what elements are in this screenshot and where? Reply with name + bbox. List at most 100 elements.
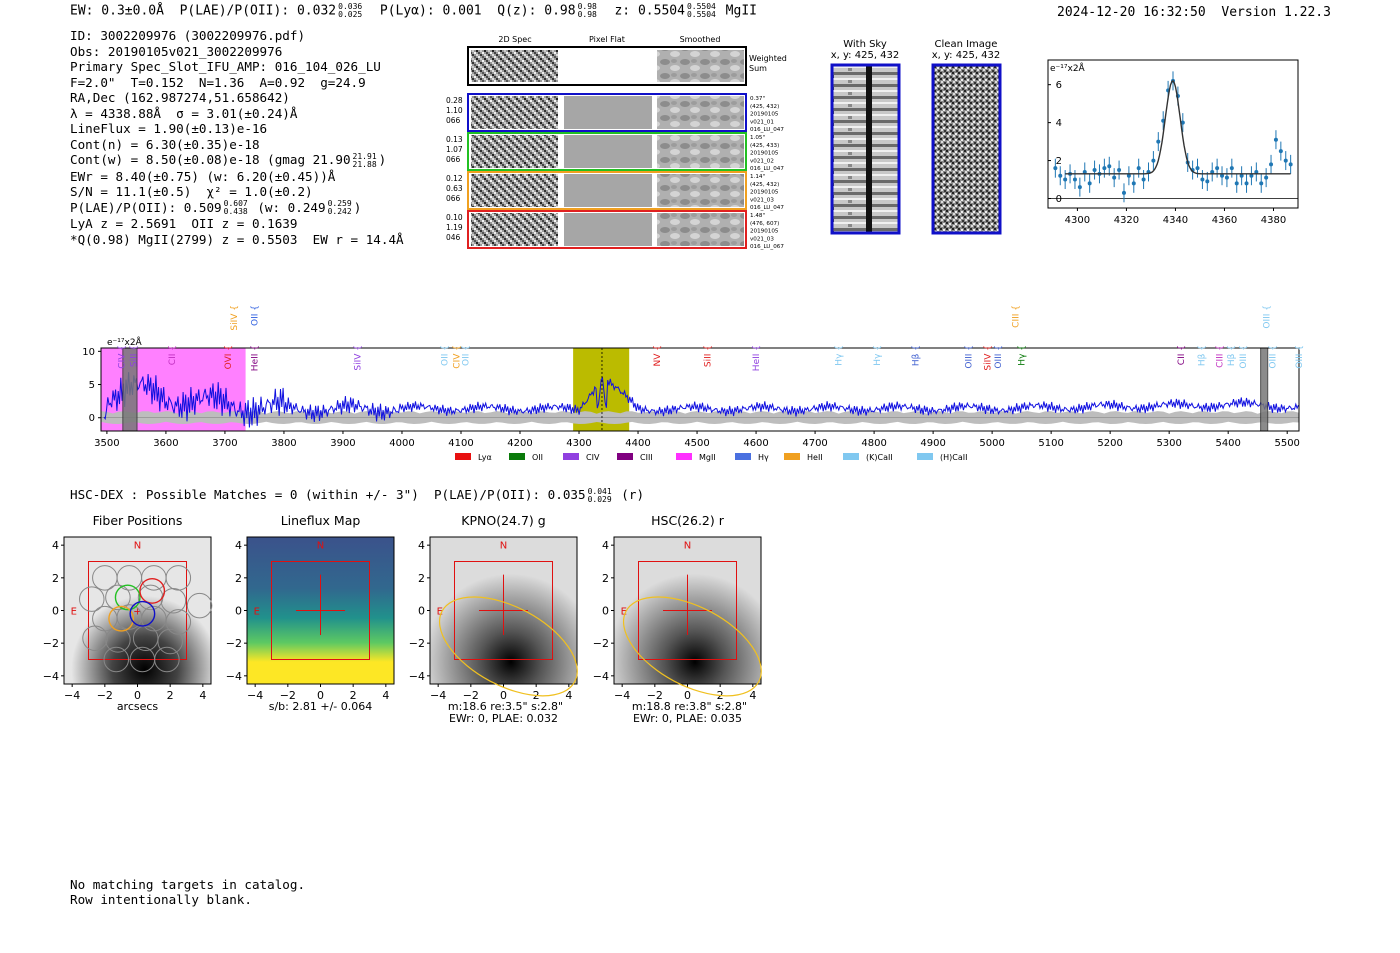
data-point bbox=[1058, 173, 1063, 178]
x-tick-label: 0 bbox=[684, 689, 691, 702]
info-plae-lo: 0.438 bbox=[223, 207, 248, 216]
hsc-line: HSC-DEX : Possible Matches = 0 (within +… bbox=[70, 487, 586, 502]
x-tick-label: 4340 bbox=[1163, 215, 1188, 226]
cutout-right-value: 016_LU_047 bbox=[750, 205, 784, 211]
legend-label: (H)CaII bbox=[940, 453, 967, 462]
x-tick-label: 4700 bbox=[802, 438, 827, 449]
info-plae: P(LAE)/P(OII): 0.509 bbox=[70, 199, 222, 215]
cutout-left-value: 0.28 bbox=[446, 96, 463, 105]
cutout-left-value: 046 bbox=[446, 233, 461, 242]
cutout-smooth bbox=[657, 96, 744, 129]
legend-label: Hγ bbox=[758, 453, 769, 462]
header-plae: P(LAE)/P(OII): 0.032 bbox=[179, 3, 337, 19]
x-tick-label: 3500 bbox=[94, 438, 119, 449]
fiber-circle bbox=[103, 646, 130, 673]
line-label: CIV { bbox=[452, 345, 462, 369]
data-point bbox=[1131, 181, 1136, 186]
panel-caption: arcsecs bbox=[117, 700, 159, 713]
line-label-top: OIII { bbox=[1263, 305, 1273, 329]
x-tick-label: 5100 bbox=[1038, 438, 1063, 449]
data-point bbox=[1200, 177, 1205, 182]
x-tick-label: −4 bbox=[614, 689, 630, 702]
line-label: Hβ { bbox=[1198, 345, 1208, 366]
y-tick-label: 0 bbox=[418, 605, 425, 618]
x-tick-label: 3900 bbox=[330, 438, 355, 449]
panel-caption: m:18.8 re:3.8" s:2.8" bbox=[632, 700, 747, 713]
cutout-right-value: 016_LU_047 bbox=[750, 127, 784, 133]
cutout-2d bbox=[471, 135, 558, 168]
data-point bbox=[1288, 162, 1293, 167]
info-obs: Obs: 20190105v021_3002209976 bbox=[70, 43, 283, 59]
panel-2: Lineflux Map −4 −4 −2 −2 0 0 2 2 4 4 s/b: 2.81 +/- … bbox=[226, 513, 395, 713]
header-plae-hi: 0.036 bbox=[338, 2, 363, 11]
y-tick-label: −2 bbox=[409, 637, 425, 650]
data-point bbox=[1107, 164, 1112, 169]
data-point bbox=[1141, 177, 1146, 182]
data-point bbox=[1239, 173, 1244, 178]
data-point bbox=[1283, 158, 1288, 163]
info-contw-lo: 21.88 bbox=[352, 159, 377, 169]
x-tick-label: 3600 bbox=[153, 438, 178, 449]
info-contw-hi: 21.91 bbox=[352, 151, 377, 161]
fiber-circle bbox=[165, 565, 192, 591]
line-label: OII { bbox=[440, 345, 450, 366]
cutout-right-value: 20190105 bbox=[750, 151, 779, 157]
fiber-circle bbox=[154, 646, 180, 673]
center-mark: + bbox=[133, 607, 141, 618]
data-point bbox=[1264, 175, 1269, 180]
x-tick-label: −2 bbox=[647, 689, 663, 702]
col-2d-label: 2D Spec bbox=[498, 35, 531, 44]
galaxy-ellipse bbox=[438, 596, 578, 697]
info-lya: LyA z = 2.5691 OII z = 0.1639 bbox=[70, 216, 298, 231]
cutout-left-value: 066 bbox=[446, 155, 461, 164]
line-label: Hγ { bbox=[1018, 345, 1028, 366]
data-point bbox=[1156, 139, 1161, 144]
cutout-2d bbox=[471, 96, 558, 129]
x-tick-label: 4600 bbox=[743, 438, 768, 449]
x-tick-label: 3700 bbox=[212, 438, 237, 449]
compass-e: E bbox=[437, 607, 443, 618]
version-header: 2024-12-20 16:32:50 Version 1.22.3 bbox=[1057, 5, 1331, 20]
line-label: CII { bbox=[1177, 345, 1187, 365]
cutout-2d bbox=[471, 213, 558, 246]
legend-label: OII bbox=[532, 453, 543, 462]
data-point bbox=[1072, 177, 1077, 182]
x-tick-label: 4000 bbox=[389, 438, 414, 449]
legend-swatch bbox=[735, 453, 751, 460]
zoom-ylabel: e⁻¹⁷x2Å bbox=[1050, 62, 1086, 74]
sky-images: With Sky x, y: 425, 432 Clean Image x, y… bbox=[830, 39, 1002, 235]
line-label: Hγ { bbox=[835, 345, 845, 366]
clean-title: Clean Image bbox=[935, 39, 998, 50]
data-point bbox=[1254, 169, 1259, 174]
info-q: *Q(0.98) MgII(2799) z = 0.5503 EW r = 14… bbox=[70, 231, 404, 247]
line-label: OVI { bbox=[224, 345, 234, 369]
galaxy-ellipse bbox=[622, 596, 762, 697]
header-plae-lo: 0.025 bbox=[338, 10, 363, 19]
cutout-2d bbox=[471, 174, 558, 207]
data-point bbox=[1077, 185, 1082, 190]
imaging-panels: Fiber Positions−4−4−2−2002244arcsecs+NEL… bbox=[43, 513, 762, 725]
data-point bbox=[1053, 166, 1058, 171]
x-tick-label: 4360 bbox=[1212, 215, 1237, 226]
cutout-flat bbox=[564, 135, 652, 168]
weighted-label-2: Sum bbox=[749, 64, 767, 73]
legend-label: CIV bbox=[586, 453, 600, 462]
y-tick-label: 2 bbox=[1056, 156, 1062, 167]
y-tick-label: 4 bbox=[52, 539, 59, 552]
weighted-smooth bbox=[657, 50, 744, 82]
x-tick-label: −4 bbox=[247, 689, 263, 702]
x-tick-label: 5400 bbox=[1215, 438, 1240, 449]
x-tick-label: 2 bbox=[167, 689, 174, 702]
cutout-smooth bbox=[657, 135, 744, 168]
y-tick-label: −4 bbox=[409, 670, 425, 683]
fiber-circle bbox=[165, 609, 192, 635]
cutout-left-value: 066 bbox=[446, 116, 461, 125]
data-point bbox=[1092, 168, 1097, 173]
x-tick-label: −2 bbox=[97, 689, 113, 702]
compass-n: N bbox=[684, 540, 691, 551]
y-tick-label: 2 bbox=[418, 572, 425, 585]
legend-label: HeII bbox=[807, 453, 823, 462]
fiber-cutouts: 2D Spec Pixel Flat Smoothed Weighted Sum… bbox=[446, 35, 787, 250]
cutout-left-value: 1.07 bbox=[446, 145, 463, 154]
header-z-hi: 0.5504 bbox=[686, 2, 716, 11]
